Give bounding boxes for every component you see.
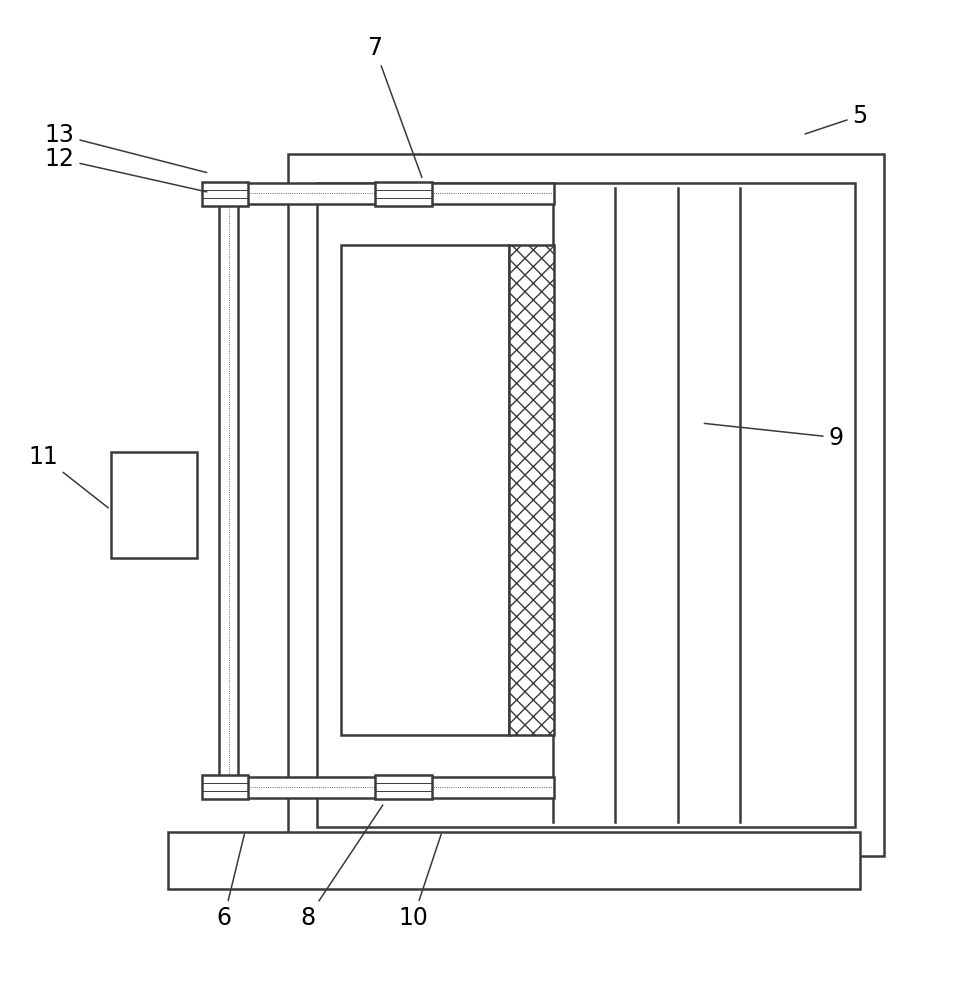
Bar [202,775,248,799]
Bar [288,154,884,856]
Bar [202,182,248,206]
Text: 12: 12 [44,147,207,192]
Text: 8: 8 [300,805,382,930]
Bar [375,775,432,799]
Bar [341,245,509,735]
Bar [168,832,860,889]
Bar [375,182,432,206]
Text: 13: 13 [44,123,207,173]
Text: 10: 10 [398,834,441,930]
Text: 7: 7 [367,36,422,177]
Bar [509,245,554,735]
Bar [317,183,855,827]
Text: 11: 11 [29,445,109,508]
Bar [219,183,554,204]
Bar [111,452,197,558]
Text: 5: 5 [805,104,868,134]
Text: 6: 6 [216,834,244,930]
Text: 9: 9 [704,423,844,450]
Bar [219,777,554,798]
